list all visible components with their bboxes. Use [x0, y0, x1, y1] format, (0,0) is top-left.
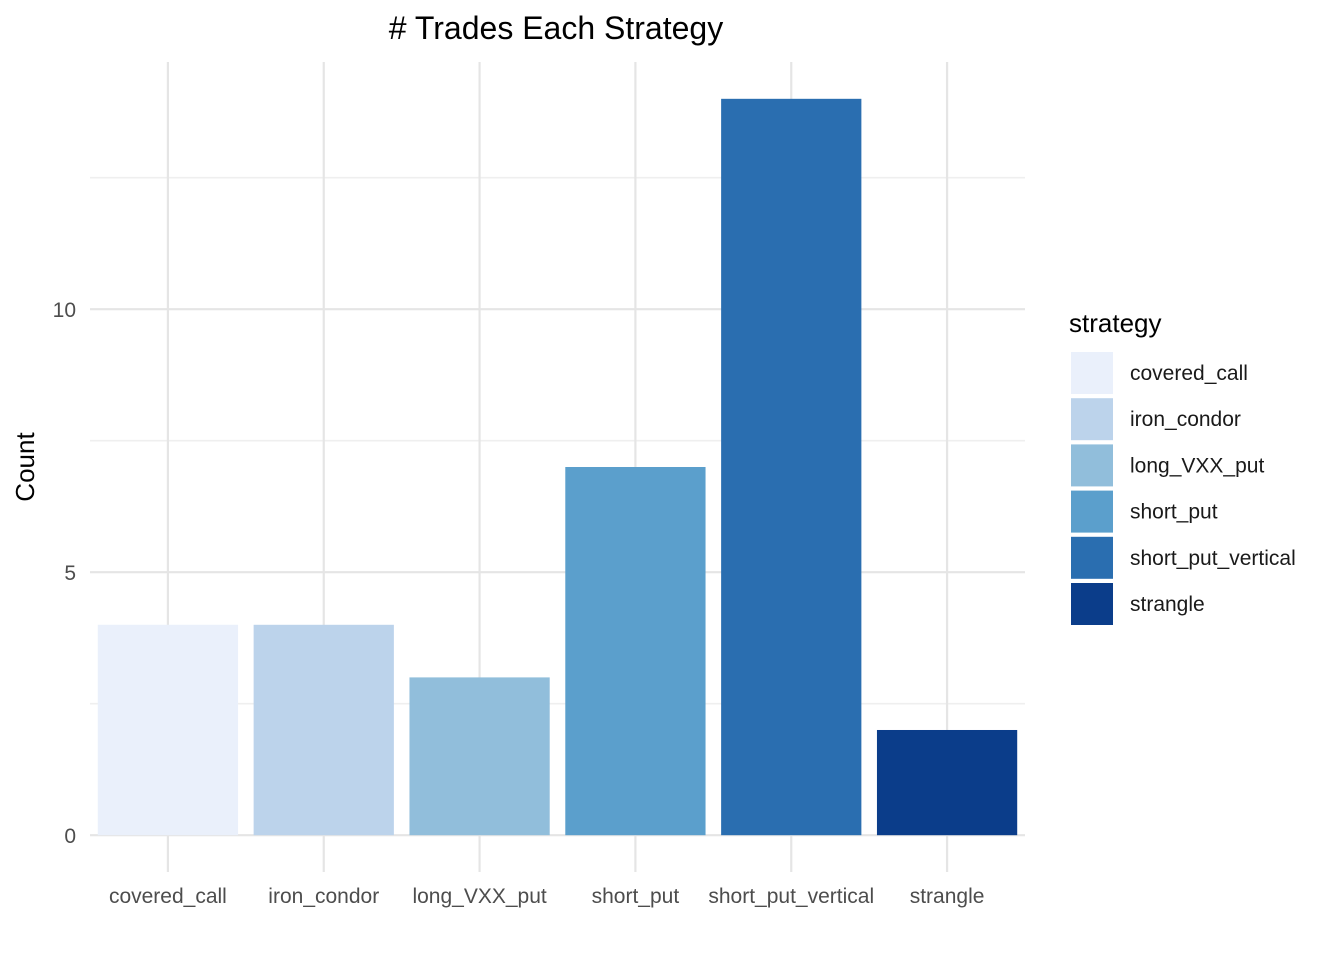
legend-label: covered_call	[1130, 362, 1248, 385]
y-tick-label: 10	[53, 299, 76, 322]
x-tick-label: short_put_vertical	[708, 885, 874, 908]
legend-label: strangle	[1130, 593, 1205, 616]
legend-label: long_VXX_put	[1130, 454, 1264, 477]
legend-label: short_put	[1130, 501, 1218, 524]
legend-title: strategy	[1069, 308, 1162, 338]
legend-key-long_VXX_put	[1071, 444, 1113, 487]
bar-covered_call	[97, 624, 239, 836]
legend-key-covered_call	[1071, 352, 1113, 394]
legend-key-iron_condor	[1071, 398, 1113, 441]
chart-title: # Trades Each Strategy	[389, 10, 723, 46]
bar-short_put_vertical	[721, 98, 862, 836]
x-axis-ticks: covered_call iron_condor long_VXX_put short…	[109, 885, 984, 908]
legend-key-short_put_vertical	[1071, 536, 1113, 579]
bars	[97, 98, 1018, 836]
y-axis-label: Count	[10, 432, 40, 502]
bar-strangle	[876, 729, 1018, 836]
x-tick-label: short_put	[592, 885, 680, 908]
x-tick-label: strangle	[910, 885, 985, 908]
bar-iron_condor	[253, 624, 394, 836]
legend-label: iron_condor	[1130, 408, 1241, 431]
y-tick-label: 5	[64, 562, 76, 585]
legend-key-short_put	[1071, 490, 1113, 533]
y-axis-ticks: 0 5 10	[53, 299, 76, 848]
legend-label: short_put_vertical	[1130, 547, 1296, 570]
x-tick-label: covered_call	[109, 885, 227, 908]
legend-key-strangle	[1071, 583, 1113, 625]
y-tick-label: 0	[64, 825, 76, 848]
legend: strategy covered_call iron_condor long_VXX…	[1069, 308, 1296, 625]
x-tick-label: iron_condor	[268, 885, 379, 908]
x-tick-label: long_VXX_put	[412, 885, 546, 908]
bar-short_put	[565, 467, 706, 836]
bar-long_VXX_put	[409, 677, 550, 836]
